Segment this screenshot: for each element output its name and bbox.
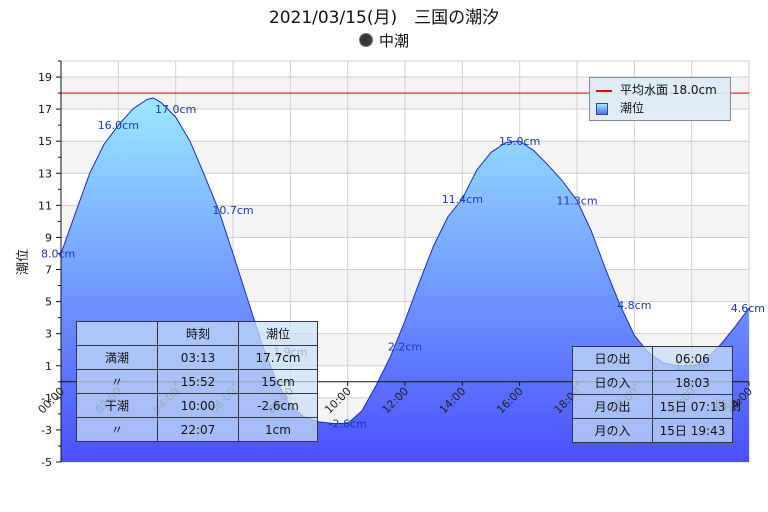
y-tick-label: 5 xyxy=(45,296,52,309)
data-label: 17.0cm xyxy=(155,103,196,116)
table-cell: 〃 xyxy=(76,417,158,442)
data-label: 2.2cm xyxy=(388,341,422,354)
legend-item-mean: 平均水面 18.0cm xyxy=(596,82,717,98)
table-row: 〃 15:52 15cm xyxy=(76,369,318,394)
table-cell: 15cm xyxy=(238,369,318,394)
table-cell: 〃 xyxy=(76,369,158,394)
chart-title: 2021/03/15(月) 三国の潮汐 xyxy=(268,8,500,28)
legend-tide-label: 潮位 xyxy=(620,101,645,115)
data-label: 4.6cm xyxy=(731,302,765,315)
data-label: 10.7cm xyxy=(212,204,253,217)
table-header-cell xyxy=(76,321,158,346)
moon-phase-icon xyxy=(358,33,373,47)
table-header-cell: 潮位 xyxy=(238,321,318,346)
legend-item-tide: 潮位 xyxy=(596,100,644,116)
table-cell: 17.7cm xyxy=(238,345,318,370)
table-header-cell: 時刻 xyxy=(157,321,239,346)
data-label: 8.0cm xyxy=(41,247,75,260)
table-cell: 干潮 xyxy=(76,393,158,418)
data-label: 11.4cm xyxy=(442,193,483,206)
sun-moon-table: 日の出 06:06 日の入 18:03 月の出 15日 07:13 月の入 15日 19… xyxy=(572,346,733,443)
tide-type: 中潮 xyxy=(0,30,768,51)
tide-swatch xyxy=(596,102,608,115)
table-cell: 06:06 xyxy=(652,346,733,371)
table-cell: 日の出 xyxy=(572,346,653,371)
table-row: 月の出 15日 07:13 xyxy=(572,394,733,419)
table-cell: -2.6cm xyxy=(238,393,318,418)
table-cell: 10:00 xyxy=(157,393,239,418)
table-row: 干潮 10:00 -2.6cm xyxy=(76,393,318,418)
table-cell: 15日 19:43 xyxy=(652,418,733,443)
tide-curve xyxy=(60,97,750,424)
table-row: 日の出 06:06 xyxy=(572,346,733,371)
table-cell: 22:07 xyxy=(157,417,239,442)
data-label: 4.8cm xyxy=(617,299,651,312)
tide-type-label: 中潮 xyxy=(378,32,409,50)
y-tick-label: 7 xyxy=(45,264,52,277)
table-row: 満潮 03:13 17.7cm xyxy=(76,345,318,370)
y-tick-label: 9 xyxy=(45,231,52,244)
data-label: 16.0cm xyxy=(98,119,139,132)
table-cell: 18:03 xyxy=(652,370,733,395)
table-cell: 満潮 xyxy=(76,345,158,370)
tide-high-low-table: 時刻 潮位 満潮 03:13 17.7cm 〃 15:52 15cm 干潮 10:00 -2… xyxy=(76,321,318,442)
legend: 平均水面 18.0cm 潮位 xyxy=(589,77,731,121)
data-label: 15.0cm xyxy=(499,135,540,148)
y-tick-label: 1 xyxy=(45,360,52,373)
table-header-row: 時刻 潮位 xyxy=(76,321,318,346)
table-cell: 月の出 xyxy=(572,394,653,419)
y-tick-label: 19 xyxy=(38,71,52,84)
y-tick-label: 11 xyxy=(38,199,52,212)
table-cell: 1cm xyxy=(238,417,318,442)
y-tick-label: 3 xyxy=(45,328,52,341)
table-cell: 月の入 xyxy=(572,418,653,443)
data-label: -2.6cm xyxy=(329,418,367,431)
y-tick-label: -1 xyxy=(41,392,52,405)
data-label: 11.3cm xyxy=(556,195,597,208)
y-tick-label: 13 xyxy=(38,167,52,180)
table-row: 月の入 15日 19:43 xyxy=(572,418,733,443)
y-tick-label: 17 xyxy=(38,103,52,116)
y-tick-label: 15 xyxy=(38,135,52,148)
table-cell: 日の入 xyxy=(572,370,653,395)
y-tick-label: -5 xyxy=(41,456,52,469)
table-row: 日の入 18:03 xyxy=(572,370,733,395)
mean-line-swatch xyxy=(596,89,612,92)
table-cell: 03:13 xyxy=(157,345,239,370)
y-tick-label: -3 xyxy=(41,424,52,437)
y-axis-label: 潮位 xyxy=(16,249,31,275)
table-cell: 15日 07:13 xyxy=(652,394,733,419)
table-cell: 15:52 xyxy=(157,369,239,394)
table-row: 〃 22:07 1cm xyxy=(76,417,318,442)
legend-mean-label: 平均水面 18.0cm xyxy=(620,83,717,97)
